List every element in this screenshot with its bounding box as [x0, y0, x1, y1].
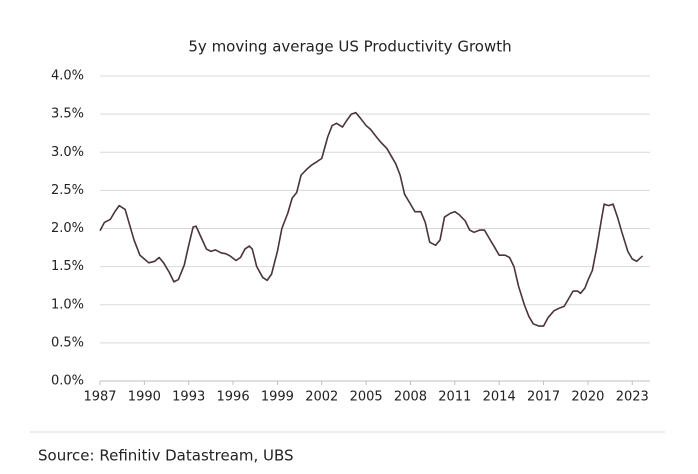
- y-tick-label: 4.0%: [51, 69, 84, 84]
- y-tick-label: 3.5%: [51, 107, 84, 122]
- x-tick-label: 1990: [128, 390, 161, 405]
- line: [99, 111, 644, 327]
- x-tick-label: 1996: [217, 390, 250, 405]
- x-tick-label: 2011: [438, 390, 471, 405]
- x-tick-label: 2023: [616, 390, 649, 405]
- source: Source: Refinitiv Datastream, UBS: [38, 447, 294, 465]
- x-tick-label: 2020: [571, 390, 604, 405]
- y-tick-label: 3.0%: [51, 145, 84, 160]
- y-tick-label: 0.5%: [51, 335, 84, 350]
- x-tick-label: 2002: [305, 390, 338, 405]
- x-tick-label: 1999: [261, 390, 294, 405]
- y-tick-label: 2.5%: [51, 183, 84, 198]
- x-tick-label: 2005: [350, 390, 383, 405]
- x-tick-label: 2017: [527, 390, 560, 405]
- y-tick-label: 1.0%: [51, 297, 84, 312]
- x-tick-label: 2008: [394, 390, 427, 405]
- x-tick-label: 2014: [483, 390, 516, 405]
- x-tick-label: 1987: [83, 390, 116, 405]
- y-tick-label: 2.0%: [51, 221, 84, 236]
- y-tick-label: 0.0%: [51, 374, 84, 389]
- x-tick-label: 1993: [172, 390, 205, 405]
- y-tick-label: 1.5%: [51, 259, 84, 274]
- chart-title: 5y moving average US Productivity Growth: [188, 38, 511, 56]
